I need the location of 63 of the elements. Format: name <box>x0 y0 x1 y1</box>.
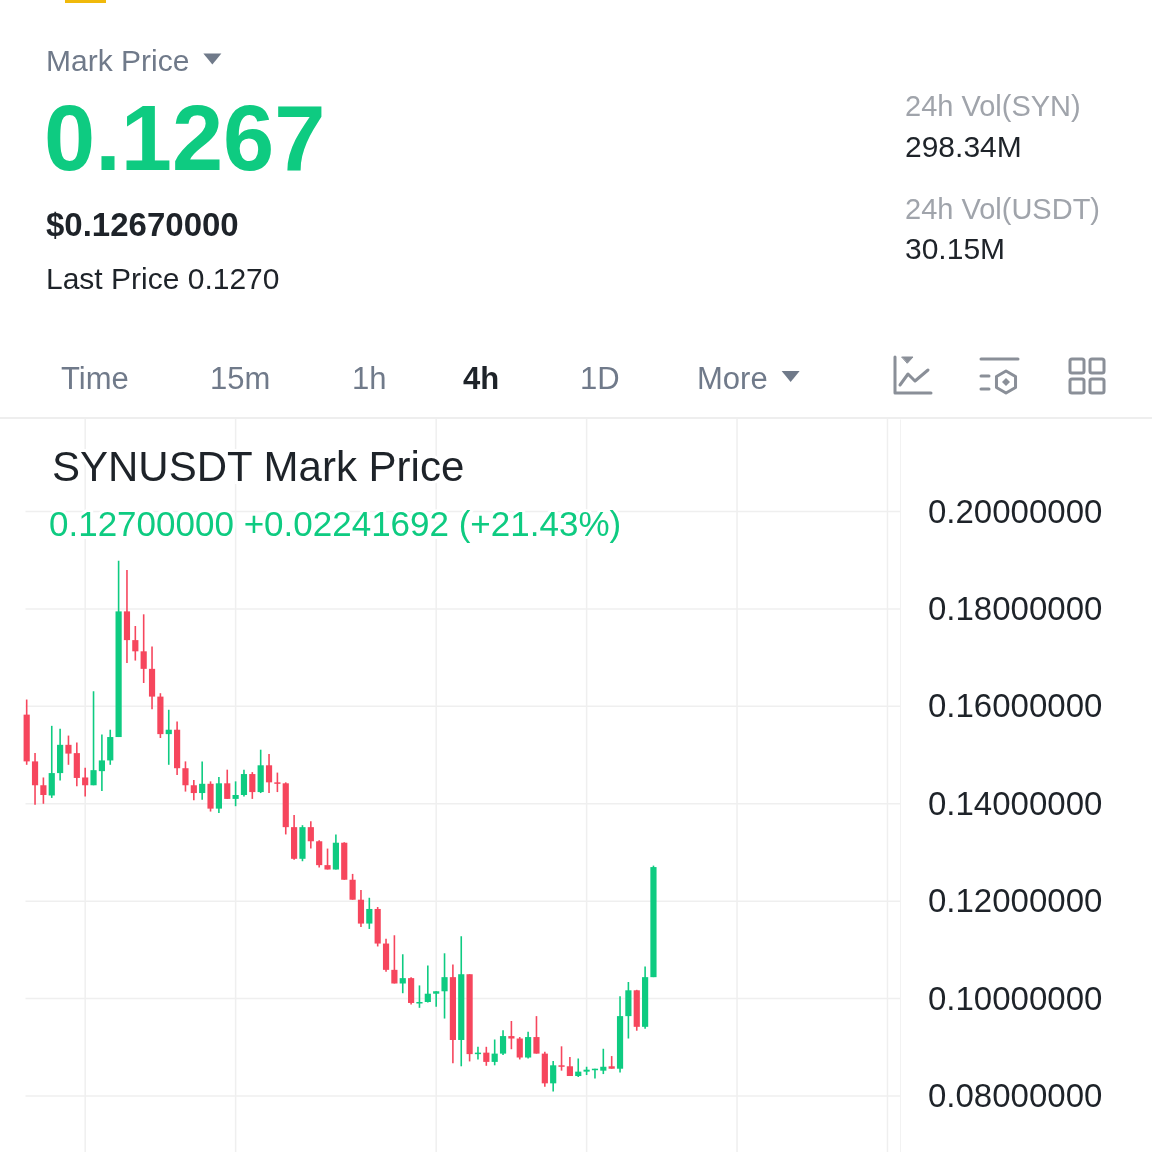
text: $0.12670000 <box>46 206 239 243</box>
candlestick <box>324 847 331 871</box>
candlestick <box>525 1030 532 1060</box>
text: More <box>697 361 768 396</box>
y-tick-label: 0.12000000 <box>928 882 1103 920</box>
candlestick <box>132 625 139 662</box>
y-tick-label: 0.10000000 <box>928 979 1103 1017</box>
candlestick <box>82 766 89 798</box>
candlestick <box>441 952 448 1020</box>
candlestick <box>391 934 398 985</box>
candlestick <box>232 780 239 807</box>
candlestick <box>240 768 248 798</box>
text: Time <box>61 361 129 396</box>
candlestick <box>550 1060 557 1093</box>
candlestick <box>424 964 431 1004</box>
candlestick <box>224 768 231 800</box>
candlestick <box>107 728 114 766</box>
y-tick-label: 0.20000000 <box>928 492 1103 530</box>
text: 24h Vol(SYN) <box>905 90 1081 122</box>
text: Last Price 0.1270 <box>46 262 280 295</box>
candlestick <box>399 953 406 995</box>
text: 30.15M <box>905 232 1006 265</box>
y-tick-label: 0.08000000 <box>928 1077 1103 1115</box>
candlestick <box>48 725 55 799</box>
text: 0.1267 <box>44 87 326 189</box>
candlestick <box>600 1047 607 1075</box>
candlestick <box>316 839 323 869</box>
text: 1h <box>352 361 387 396</box>
candlestick <box>533 1015 540 1055</box>
candlestick <box>182 760 189 793</box>
candlestick <box>307 820 314 850</box>
candlestick <box>31 752 39 806</box>
candlestick <box>433 990 440 1008</box>
candlestick <box>499 1029 507 1056</box>
candlestick <box>90 690 97 787</box>
text: 15m <box>210 361 271 396</box>
text: 1D <box>580 361 620 396</box>
candlestick <box>199 760 206 801</box>
candlestick <box>98 733 105 792</box>
text: Mark Price <box>46 44 190 77</box>
candlestick <box>140 613 147 684</box>
text: 4h <box>463 361 500 396</box>
candlestick <box>558 1045 565 1072</box>
candlestick <box>357 889 365 928</box>
candlestick <box>366 896 373 930</box>
candlestick <box>40 776 47 805</box>
candlestick <box>349 873 356 901</box>
candlestick <box>483 1046 490 1067</box>
text: 24h Vol(USDT) <box>905 193 1101 225</box>
text: 0.12700000 +0.02241692 (+21.43%) <box>49 504 622 543</box>
y-tick-label: 0.16000000 <box>928 687 1103 725</box>
text: SYNUSDT Mark Price <box>52 443 465 490</box>
candlestick <box>249 771 256 800</box>
candlestick <box>508 1020 515 1051</box>
y-tick-label: 0.14000000 <box>928 784 1103 822</box>
candlestick <box>265 753 273 794</box>
candlestick <box>491 1038 498 1067</box>
candlestick <box>65 734 72 766</box>
candlestick <box>516 1036 523 1061</box>
text: 298.34M <box>905 130 1022 163</box>
candlestick <box>274 771 281 793</box>
candlestick <box>190 779 197 802</box>
y-tick-label: 0.18000000 <box>928 590 1103 628</box>
